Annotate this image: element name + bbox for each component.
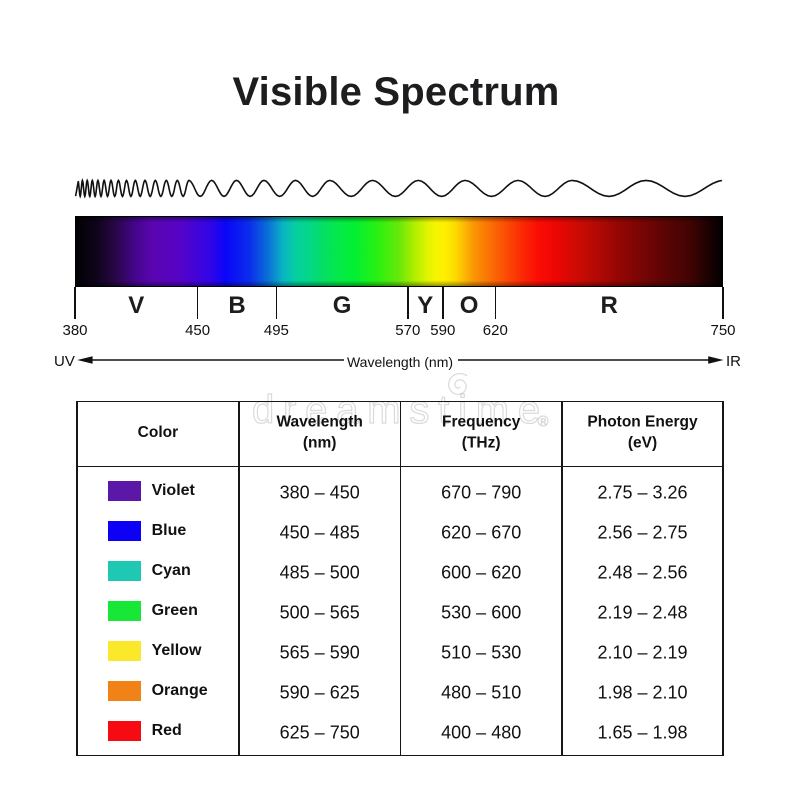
svg-text:dreamstime: dreamstime xyxy=(252,388,549,432)
svg-text:R: R xyxy=(541,418,547,427)
